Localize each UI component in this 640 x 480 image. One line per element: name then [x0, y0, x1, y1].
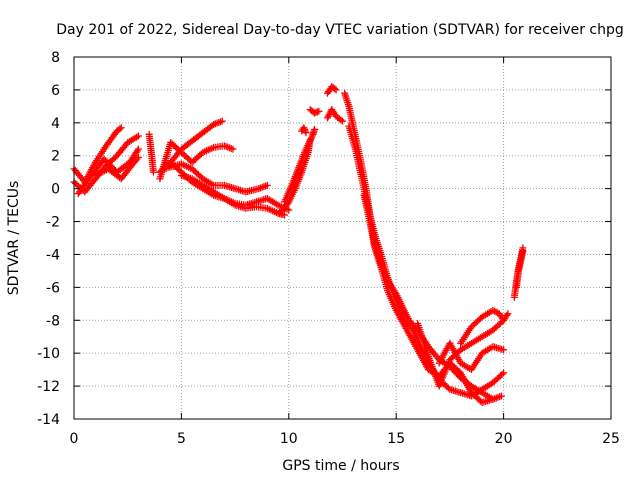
series-arc-p [323, 83, 340, 97]
x-tick-label: 5 [177, 431, 186, 447]
x-tick-label: 0 [70, 431, 79, 447]
data-point-marker [133, 147, 141, 155]
y-tick-label: -8 [46, 313, 60, 329]
series-arc-m [298, 124, 310, 137]
series-arc-t [414, 310, 512, 390]
y-axis-ticks: -14 -12 -10 -8 -6 -4 -2 0 2 4 6 8 [37, 50, 611, 428]
y-tick-label: -12 [37, 379, 60, 395]
data-point-marker [302, 129, 310, 137]
data-point-marker [519, 247, 527, 255]
data-points [70, 83, 527, 407]
data-point-marker [218, 117, 226, 125]
y-tick-label: 6 [51, 83, 60, 99]
data-point-marker [500, 316, 508, 324]
data-point-marker [331, 85, 339, 93]
series-arc-x [512, 247, 527, 291]
y-tick-label: 2 [51, 149, 60, 165]
data-point-marker [489, 395, 497, 403]
data-point-marker [134, 153, 142, 161]
data-point-marker [300, 124, 308, 132]
y-tick-label: -6 [46, 280, 60, 296]
data-point-marker [492, 308, 500, 316]
x-tick-label: 20 [495, 431, 513, 447]
series-arc-g [156, 139, 237, 183]
data-point-marker [489, 306, 497, 314]
data-point-marker [500, 346, 508, 354]
series-arc-c [74, 145, 142, 198]
data-point-marker [149, 168, 157, 176]
y-tick-label: 4 [51, 116, 60, 132]
data-point-marker [284, 199, 292, 207]
series-arc-v [457, 306, 508, 347]
y-tick-label: 8 [51, 50, 60, 66]
x-tick-label: 10 [280, 431, 298, 447]
y-tick-label: -4 [46, 247, 60, 263]
data-point-marker [497, 392, 505, 400]
series-arc-j [177, 171, 289, 219]
data-point-marker [134, 145, 142, 153]
y-tick-label: -2 [46, 215, 60, 231]
series-arc-d [91, 153, 142, 183]
plot-frame [73, 56, 612, 420]
data-point-marker [503, 311, 511, 319]
y-tick-label: -10 [37, 346, 60, 362]
data-point-marker [134, 132, 142, 140]
data-point-marker [337, 116, 345, 124]
y-tick-label: 0 [51, 182, 60, 198]
data-point-marker [490, 307, 498, 315]
data-point-marker [116, 125, 124, 133]
data-point-marker [408, 325, 416, 332]
chart-title: Day 201 of 2022, Sidereal Day-to-day VTE… [56, 22, 624, 38]
x-axis-label: GPS time / hours [282, 458, 399, 474]
series-arc-o [323, 106, 346, 125]
data-point-marker [500, 369, 508, 377]
series-arc-n [306, 106, 323, 117]
series-arc-e [145, 130, 157, 176]
data-point-marker [339, 117, 346, 125]
data-point-marker [263, 181, 271, 189]
series-arc-l [281, 125, 319, 206]
data-point-marker [301, 127, 309, 135]
y-axis-label: SDTVAR / TECUs [6, 181, 22, 296]
data-point-marker [504, 310, 512, 318]
series-arc-u [435, 339, 508, 374]
data-point-marker [229, 145, 237, 153]
data-point-marker [315, 107, 323, 115]
x-tick-label: 25 [602, 431, 620, 447]
data-point-marker [332, 86, 340, 94]
y-tick-label: -14 [37, 412, 60, 428]
data-point-marker [499, 315, 507, 323]
data-point-marker [498, 370, 506, 378]
data-point-marker [117, 124, 125, 132]
data-point-marker [285, 206, 293, 214]
data-point-marker [133, 155, 141, 163]
x-axis-ticks: 0 5 10 15 20 25 [70, 57, 620, 447]
data-point-marker [311, 125, 319, 133]
data-point-marker [301, 125, 309, 133]
x-tick-label: 15 [387, 431, 405, 447]
data-point-marker [281, 211, 289, 219]
